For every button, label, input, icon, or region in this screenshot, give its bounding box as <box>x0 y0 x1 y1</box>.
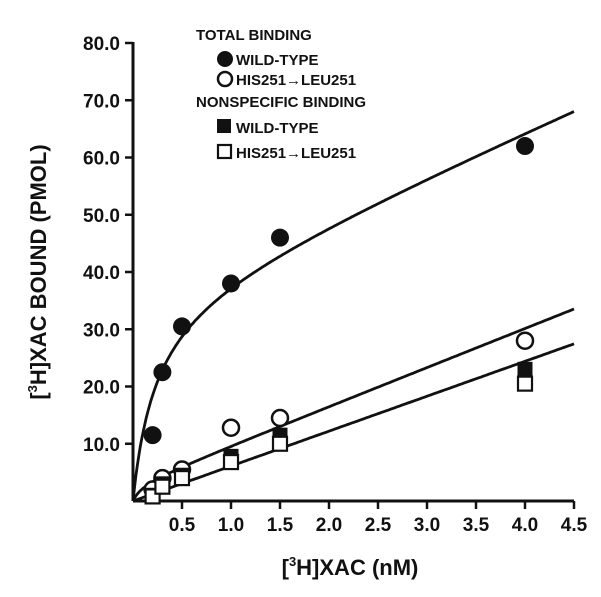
y-tick-label: 70.0 <box>83 91 120 112</box>
x-tick-label: 1.5 <box>267 515 294 536</box>
legend-marker-filled-square <box>217 119 231 133</box>
point-total-mutant <box>221 418 241 437</box>
point-nonspecific-mutant <box>154 478 171 495</box>
point-total-wild-type <box>222 274 240 293</box>
point-total-wild-type <box>516 137 534 156</box>
x-tick-label: 4.0 <box>512 515 538 536</box>
x-ticks: 0.5 1.0 1.5 2.0 2.5 3.0 3.5 4.0 4.5 <box>169 501 588 536</box>
point-nonspecific-wild-type <box>517 361 533 377</box>
x-tick-label: 4.5 <box>561 515 588 536</box>
legend-marker-open-circle <box>216 70 234 88</box>
x-tick-label: 1.0 <box>218 515 244 536</box>
point-nonspecific-mutant <box>271 435 289 452</box>
legend-nonspecific-wild-type: WILD-TYPE <box>236 120 319 137</box>
point-nonspecific-mutant <box>173 470 191 487</box>
nonspecific-fit <box>132 342 575 503</box>
x-tick-label: 2.5 <box>365 515 392 536</box>
point-total-wild-type <box>153 363 172 382</box>
x-tick-label: 3.5 <box>463 515 490 536</box>
point-nonspecific-mutant <box>516 375 534 392</box>
legend-group-total: TOTAL BINDING <box>196 27 312 44</box>
total-wt-fit <box>131 110 575 502</box>
total-mutant-fit <box>131 307 575 502</box>
fit-curves <box>131 110 575 503</box>
x-tick-label: 0.5 <box>169 515 196 536</box>
y-tick-label: 80.0 <box>83 34 120 55</box>
legend-group-nonspecific: NONSPECIFIC BINDING <box>196 94 366 111</box>
point-nonspecific-mutant <box>222 453 240 471</box>
x-tick-label: 3.0 <box>414 515 440 536</box>
y-tick-label: 50.0 <box>83 206 120 227</box>
point-total-wild-type <box>143 426 162 445</box>
y-tick-label: 20.0 <box>83 378 120 399</box>
point-total-mutant <box>270 408 290 428</box>
point-total-mutant <box>515 331 535 350</box>
legend-total-mutant: HIS251→LEU251 <box>236 72 356 89</box>
legend: TOTAL BINDING WILD-TYPE HIS251→LEU251 NO… <box>196 27 366 162</box>
legend-nonspecific-mutant: HIS251→LEU251 <box>236 145 356 162</box>
point-total-wild-type <box>173 317 191 336</box>
x-tick-label: 2.0 <box>316 515 342 536</box>
y-axis-title: [3H]XAC BOUND (PMOL) <box>25 144 51 399</box>
y-tick-label: 40.0 <box>83 263 120 284</box>
y-ticks: 10.0 20.0 30.0 40.0 50.0 60.0 70.0 80.0 <box>83 34 133 456</box>
legend-total-wild-type: WILD-TYPE <box>236 52 319 69</box>
y-tick-label: 10.0 <box>83 435 120 456</box>
legend-marker-filled-circle <box>217 51 233 67</box>
data-points <box>143 137 535 505</box>
y-tick-label: 30.0 <box>83 320 120 341</box>
legend-marker-open-square <box>216 143 233 160</box>
point-total-wild-type <box>271 228 289 247</box>
y-tick-label: 60.0 <box>83 149 120 170</box>
x-axis-title: [3H]XAC (nM) <box>282 554 419 580</box>
